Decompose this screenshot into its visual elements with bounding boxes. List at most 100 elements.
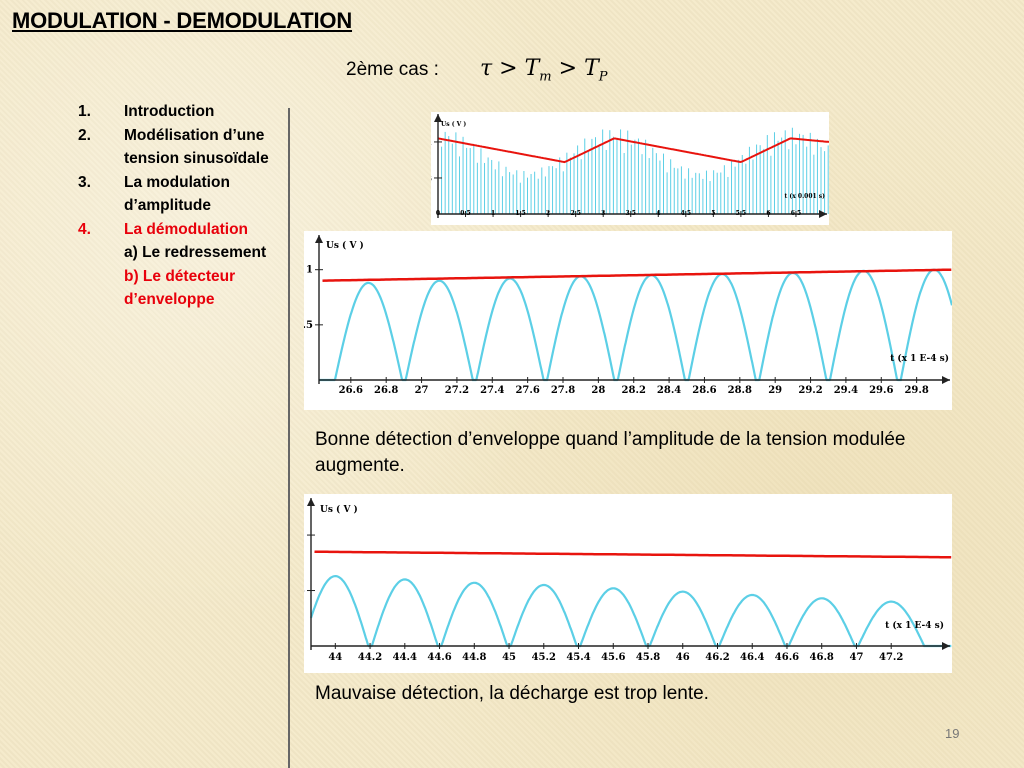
y-tick-label: 1 xyxy=(431,140,432,147)
y-axis-arrow xyxy=(434,114,442,122)
x-tick-label: 28.2 xyxy=(622,385,646,396)
x-tick-label: 29 xyxy=(768,385,782,396)
x-tick-label: 5 xyxy=(711,210,715,217)
page-number: 19 xyxy=(945,726,960,741)
x-tick-label: 46.4 xyxy=(740,652,764,663)
outline-number: 1. xyxy=(78,103,91,120)
x-tick-label: 5.5 xyxy=(736,210,746,217)
outline-list: 1. Introduction 2. Modélisation d’une tensio… xyxy=(78,100,293,312)
outline-item: 1. Introduction xyxy=(78,100,293,124)
x-tick-label: 28.6 xyxy=(692,385,716,396)
x-tick-label: 1.5 xyxy=(515,210,525,217)
outline-text: b) Le détecteur xyxy=(124,267,236,285)
slide-title: MODULATION - DEMODULATION xyxy=(12,8,353,33)
x-tick-label: 46.2 xyxy=(705,652,729,663)
x-tick-label: 26.8 xyxy=(374,385,398,396)
x-tick-label: 28.4 xyxy=(657,385,681,396)
y-tick-label: 0.5 xyxy=(431,176,432,183)
outline-item: 2. Modélisation d’une tension sinusoïdale xyxy=(78,124,293,171)
chart-modulated-signal: 0 0.5 1 1.5 2 2.5 3 3.5 4 4.5 5 5.5 6 6.5 1 0.5 Us ( V )… xyxy=(431,112,829,225)
x-tick-label: 46 xyxy=(676,652,690,663)
x-axis-arrow xyxy=(942,376,950,384)
x-tick-label: 2.5 xyxy=(570,210,580,217)
x-tick-label: 6.5 xyxy=(791,210,801,217)
half-wave-signal-series xyxy=(309,575,952,648)
y-tick-label: .5 xyxy=(304,320,313,331)
x-tick-label: 6 xyxy=(766,210,770,217)
x-tick-label: 28 xyxy=(591,385,605,396)
x-axis-label: t (x 1 E-4 s) xyxy=(885,620,944,631)
x-tick-label: 27.8 xyxy=(551,385,575,396)
outline-number: 4. xyxy=(78,220,91,238)
y-axis-label: Us ( V ) xyxy=(441,121,466,128)
tm-symbol: Tm xyxy=(524,56,552,85)
case-label: 2ème cas : xyxy=(346,59,439,80)
x-tick-label: 0 xyxy=(436,210,440,217)
x-tick-label: 27.6 xyxy=(515,385,539,396)
x-tick-label: 45 xyxy=(502,652,516,663)
chart-svg: 44 44.2 44.4 44.6 44.8 45 45.2 45.4 45.6 45.8 46 46… xyxy=(304,498,952,663)
modulated-signal-series xyxy=(437,127,829,214)
outline-text: d’enveloppe xyxy=(124,291,215,308)
x-axis-arrow xyxy=(819,210,827,218)
x-tick-label: 45.2 xyxy=(532,652,556,663)
y-axis-label: Us ( V ) xyxy=(326,240,364,251)
half-wave-signal-series xyxy=(319,268,952,382)
x-tick-label: 29.6 xyxy=(869,385,893,396)
x-tick-label: 26.6 xyxy=(339,385,363,396)
envelope-series xyxy=(314,550,952,559)
x-tick-label: 29.8 xyxy=(904,385,928,396)
y-axis-arrow xyxy=(315,235,323,243)
outline-text: Modélisation d’une xyxy=(124,126,265,144)
x-tick-label: 27.2 xyxy=(445,385,469,396)
x-tick-label: 3.5 xyxy=(626,210,636,217)
outline-number: 3. xyxy=(78,173,91,191)
condition-formula: τ > Tm > TP xyxy=(480,56,608,84)
gt-symbol-1: > xyxy=(499,56,518,81)
x-tick-label: 44.6 xyxy=(427,652,451,663)
x-tick-label: 45.8 xyxy=(636,652,660,663)
x-axis-arrow xyxy=(942,642,950,650)
y-tick-label: 1 xyxy=(306,265,313,276)
x-tick-label: 45.6 xyxy=(601,652,625,663)
outline-text: a) Le redressement xyxy=(124,244,267,261)
chart-svg: 0 0.5 1 1.5 2 2.5 3 3.5 4 4.5 5 5.5 6 6.5 1 0.5 Us ( V )… xyxy=(431,114,829,218)
y-tick-label: .5 xyxy=(304,586,305,597)
outline-text: La démodulation xyxy=(124,220,248,238)
x-tick-label: 1 xyxy=(491,210,495,217)
divider-line xyxy=(288,108,290,768)
envelope-series xyxy=(437,137,829,164)
chart-bad-detection: 44 44.2 44.4 44.6 44.8 45 45.2 45.4 45.6 45.8 46 46… xyxy=(304,494,952,673)
outline-item: 3. La modulation d’amplitude xyxy=(78,171,293,218)
caption-bad-detection: Mauvaise détection, la décharge est trop… xyxy=(315,683,709,704)
x-tick-label: 29.2 xyxy=(798,385,822,396)
x-tick-label: 47 xyxy=(849,652,863,663)
chart-svg: 26.6 26.8 27 27.2 27.4 27.6 27.8 28 28.2 28.4 28.6… xyxy=(304,235,952,396)
tau-symbol: τ xyxy=(480,56,493,81)
x-tick-label: 3 xyxy=(601,210,605,217)
x-axis-label: t (x 0.001 s) xyxy=(785,193,826,200)
outline-text: La modulation xyxy=(124,173,230,191)
y-tick-label: 1 xyxy=(304,530,305,541)
x-tick-label: 27.4 xyxy=(480,385,504,396)
envelope-series xyxy=(322,268,952,282)
y-axis-label: Us ( V ) xyxy=(320,504,358,515)
outline-text: tension sinusoïdale xyxy=(124,150,269,167)
x-tick-label: 44.8 xyxy=(462,652,486,663)
x-axis-label: t (x 1 E-4 s) xyxy=(890,353,949,364)
x-tick-label: 28.8 xyxy=(728,385,752,396)
tp-symbol: TP xyxy=(584,56,608,85)
x-tick-label: 44.4 xyxy=(393,652,417,663)
x-tick-label: 27 xyxy=(415,385,429,396)
outline-text: d’amplitude xyxy=(124,197,211,214)
outline-item: b) Le détecteur d’enveloppe xyxy=(78,265,293,312)
x-tick-label: 46.8 xyxy=(810,652,834,663)
x-tick-label: 0.5 xyxy=(460,210,470,217)
caption-good-detection: Bonne détection d’enveloppe quand l’ampl… xyxy=(315,429,906,476)
x-tick-label: 4 xyxy=(656,210,660,217)
chart-good-detection: 26.6 26.8 27 27.2 27.4 27.6 27.8 28 28.2 28.4 28.6… xyxy=(304,231,952,410)
x-tick-label: 46.6 xyxy=(775,652,799,663)
x-tick-label: 29.4 xyxy=(834,385,858,396)
x-tick-label: 44 xyxy=(328,652,342,663)
outline-item: 4. La démodulation xyxy=(78,218,293,242)
